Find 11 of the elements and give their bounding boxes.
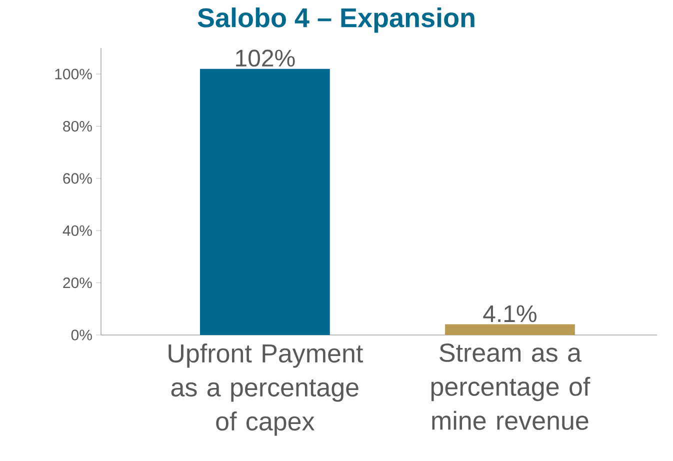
y-tick-label: 80% (63, 120, 92, 132)
y-tick-label: 60% (63, 173, 92, 184)
y-tick-label: 40% (62, 225, 92, 236)
x-tick-label: Upfront Payment as a percentage of capex (168, 344, 363, 436)
y-tick-label: 100% (55, 68, 92, 80)
y-tick-label: 0% (71, 330, 92, 340)
data-label: 4.1% (483, 305, 536, 322)
data-label: 102% (236, 50, 295, 67)
y-tick-label: 20% (63, 277, 92, 288)
x-tick-label: Stream as a percentage of mine revenue (431, 344, 590, 430)
chart-title: Salobo 4 – Expansion (198, 8, 474, 33)
